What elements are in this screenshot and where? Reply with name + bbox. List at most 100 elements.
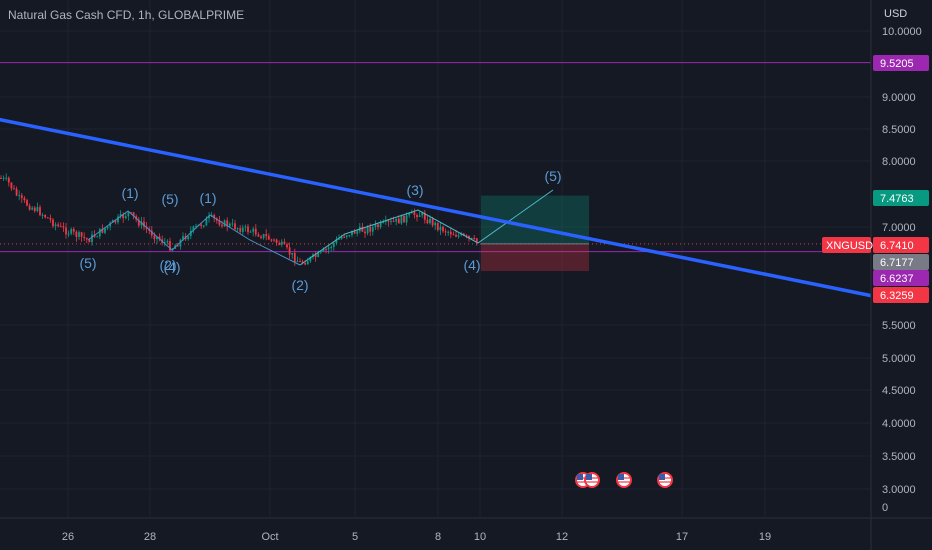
candle-body [83,236,86,239]
wave-label: (5) [79,255,96,271]
candle-body [431,218,434,226]
candle-body [364,231,366,234]
currency-label[interactable]: USD [884,8,908,20]
wave-label: (5) [544,168,561,184]
price-tag-label: 6.3259 [880,290,914,302]
candle-body [452,234,455,236]
candle-body [156,236,158,240]
candle-body [10,182,13,189]
candle-body [473,237,476,239]
time-axis[interactable]: 26 28 Oct 5 8 10 12 17 19 [62,531,771,543]
y-tick-label: 4.5000 [882,385,916,397]
candle-body [262,234,265,238]
candle-body [226,220,229,227]
candle-body [413,212,416,215]
y-tick-label: 3.5000 [882,451,916,463]
candle-body [231,223,234,225]
candle-body [267,236,270,240]
candle-body [442,226,444,232]
candle-body [0,178,2,179]
candle-body [221,224,223,227]
candle-body [182,236,184,240]
candle-body [244,226,247,228]
horizontal-levels[interactable] [0,62,871,253]
candle-body [166,241,169,243]
price-axis[interactable]: 10.0000 9.0000 8.5000 8.0000 7.0000 5.5000 5.0… [882,26,922,514]
candle-body [280,241,283,245]
candle-body [187,236,190,240]
candle-body [457,235,460,237]
candle-body [397,218,400,224]
symbol-tag-bg [822,237,871,253]
candle-body [293,252,296,263]
candle-body [75,231,78,237]
candle-body [218,220,221,225]
trendline[interactable] [0,116,872,298]
candle-body [202,225,205,227]
x-tick-label: 10 [474,531,486,543]
candle-body [28,205,31,210]
y-tick-label: 9.0000 [882,92,916,104]
candle-body [153,235,156,240]
candle-body [299,261,301,263]
candle-body [429,218,431,224]
candle-body [195,225,197,227]
candle-body [317,252,320,258]
us-flag-icon[interactable] [657,472,673,488]
candle-body [91,234,93,243]
candle-body [426,219,429,224]
candle-body [405,215,408,223]
candle-body [283,241,286,245]
candle-body [26,200,28,206]
us-flag-icon[interactable] [616,472,632,488]
candle-body [31,207,34,210]
candle-body [390,220,392,222]
candle-body [436,222,439,231]
candle-body [304,263,307,265]
chart-title[interactable]: Natural Gas Cash CFD, 1h, GLOBALPRIME [8,8,245,22]
candle-body [119,214,122,217]
us-flag-icon[interactable] [584,472,600,488]
candle-body [236,228,239,230]
candle-body [366,226,369,234]
candle-body [387,220,390,222]
candle-body [345,235,348,237]
candle-body [137,219,140,226]
price-tags: 9.5205 7.4763 6.7410 6.7177 6.6237 6.3259 XNGU… [822,55,929,303]
candle-body [462,233,465,236]
candle-body [57,224,60,227]
economic-event-flags[interactable] [575,472,673,488]
candle-body [228,223,231,227]
symbol-tag-label: XNGUSD [826,240,873,252]
candle-body [65,227,67,235]
price-tag-bg [873,270,929,286]
candle-body [379,222,382,228]
elliott-wave-lines[interactable] [87,189,554,266]
candle-body [421,212,424,216]
x-tick-label: 17 [676,531,688,543]
candle-body [59,226,62,228]
candle-body [278,242,281,245]
candle-body [85,238,88,240]
y-tick-label: 8.5000 [882,124,916,136]
candle-body [377,224,379,228]
candle-body [130,212,132,214]
candle-body [179,239,182,247]
long-position-tool[interactable] [481,195,589,272]
candle-body [374,224,377,228]
candle-body [124,216,127,219]
candle-body [400,215,403,224]
candle-body [475,238,478,243]
candle-body [455,234,457,237]
candle-body [348,235,351,237]
x-tick-label: 26 [62,531,74,543]
candle-body [44,214,47,218]
y-tick-label: 7.0000 [882,222,916,234]
y-tick-label: 10.0000 [882,26,922,38]
candle-body [325,249,327,251]
candle-body [265,234,268,237]
candle-body [189,230,192,237]
candle-body [460,233,463,236]
